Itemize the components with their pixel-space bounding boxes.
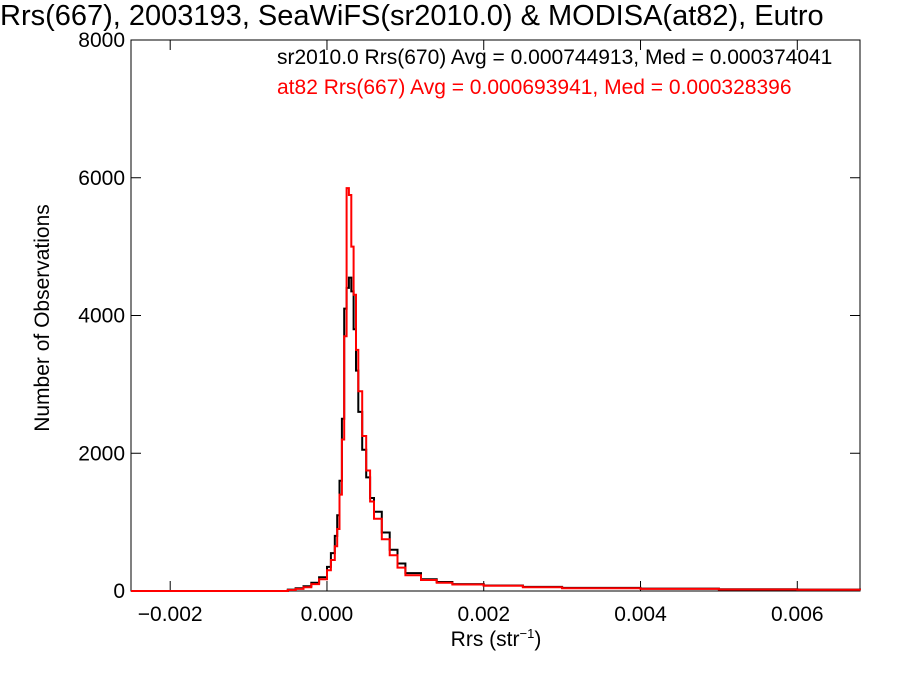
x-tick-label: 0.002: [457, 603, 510, 626]
series-sr2010-histogram: [131, 276, 861, 592]
x-axis-label-close: ): [534, 628, 542, 651]
y-tick-label: 8000: [78, 29, 125, 52]
chart-title: Rrs(667), 2003193, SeaWiFS(sr2010.0) & M…: [0, 0, 824, 32]
y-tick-label: 4000: [78, 305, 125, 328]
y-tick-label: 0: [113, 580, 125, 603]
y-tick-label: 6000: [78, 167, 125, 190]
x-axis-label-superscript: −1: [519, 626, 535, 641]
x-tick-label: 0.004: [614, 603, 667, 626]
x-tick-label: −0.002: [138, 603, 203, 626]
x-axis: −0.002 0.000 0.002 0.004 0.006: [138, 40, 824, 626]
legend-entry-at82: at82 Rrs(667) Avg = 0.000693941, Med = 0…: [277, 76, 792, 99]
series-layer: [131, 187, 861, 592]
legend-entry-sr2010: sr2010.0 Rrs(670) Avg = 0.000744913, Med…: [277, 46, 833, 69]
plot-frame: [130, 39, 861, 592]
x-axis-label-text: Rrs (str: [450, 628, 520, 651]
x-axis-label: Rrs (str−1): [451, 626, 542, 652]
x-tick-label: 0.006: [771, 603, 824, 626]
series-at82-histogram: [131, 187, 861, 592]
y-axis-label: Number of Observations: [31, 204, 54, 432]
y-axis: 0 2000 4000 6000 8000: [78, 29, 860, 603]
y-tick-label: 2000: [78, 442, 125, 465]
x-tick-label: 0.000: [301, 603, 354, 626]
